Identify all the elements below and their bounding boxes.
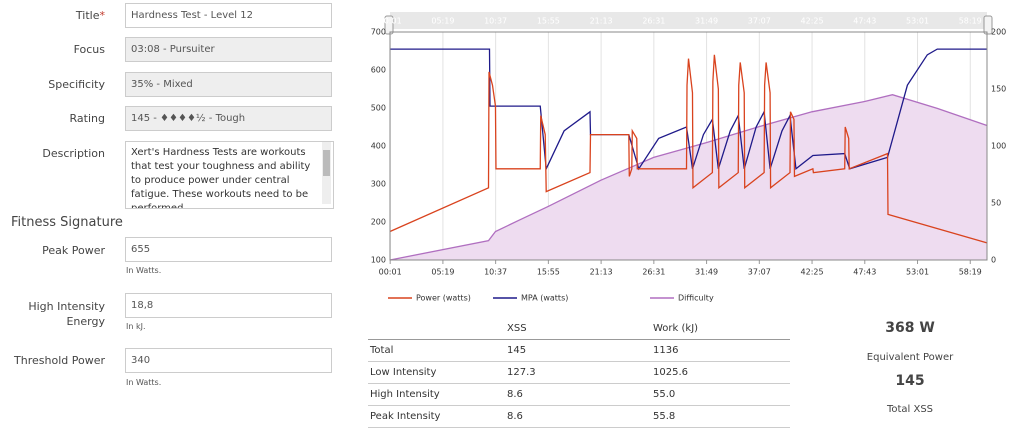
y-tick-label: 500	[371, 104, 386, 113]
line	[390, 48, 987, 172]
x-tick-label: 58:19	[959, 268, 982, 277]
navigator-label: 42:25	[801, 17, 824, 26]
label: Total XSS	[886, 404, 934, 415]
hie-input[interactable]: 18,8	[125, 293, 332, 318]
required-mark: *	[99, 9, 106, 22]
x-tick-label: 00:01	[379, 268, 402, 277]
navigator-label: 15:55	[537, 17, 560, 26]
navigator-label: 26:31	[642, 17, 665, 26]
x-tick-label: 37:07	[748, 268, 771, 277]
navigator-label: 10:37	[484, 17, 507, 26]
legend-label: Power (watts)	[416, 294, 471, 303]
cell: 8.6	[505, 383, 651, 406]
cell: Low Intensity	[368, 361, 505, 384]
cell: 8.6	[505, 405, 651, 428]
legend-label: MPA (watts)	[521, 294, 568, 303]
x-tick-label: 26:31	[642, 268, 665, 277]
navigator-label: 31:49	[695, 17, 718, 26]
y2-tick-label: 0	[991, 256, 996, 265]
navigator-handle[interactable]	[983, 15, 993, 35]
total-xss: 145	[895, 373, 925, 389]
label: Title*	[0, 9, 105, 22]
x-tick-label: 42:25	[801, 268, 824, 277]
navigator-label: 21:13	[590, 17, 613, 26]
cell: 1136	[651, 339, 790, 362]
x-tick-label: 47:43	[853, 268, 876, 277]
y-tick-label: 400	[371, 142, 386, 151]
label: Rating	[69, 112, 105, 125]
y2-tick-label: 150	[991, 85, 1006, 94]
focus-input: 03:08 - Pursuiter	[125, 37, 332, 62]
stats-table: XSS Work (kJ) Total 145 1136 Low Intensity 12…	[368, 318, 790, 428]
cell: 1025.6	[651, 361, 790, 384]
y2-tick-label: 200	[991, 28, 1006, 37]
navigator	[390, 12, 987, 29]
area	[390, 94, 987, 260]
cell: Total	[368, 339, 505, 362]
header: Work (kJ)	[651, 318, 790, 340]
navigator-label: 58:19	[959, 17, 982, 26]
x-tick-label: 10:37	[484, 268, 507, 277]
navigator-label: 37:07	[748, 17, 771, 26]
line	[389, 54, 988, 244]
peak-power-input[interactable]: 655	[125, 237, 332, 262]
navigator-label: 05:19	[431, 17, 454, 26]
section-heading: Fitness Signature	[11, 215, 123, 230]
y-tick-label: 700	[371, 28, 386, 37]
label: Specificity	[48, 78, 105, 91]
chart: 00:01 00:01 05:19 05:19 10:37 10:37 15:55 15:55…	[371, 12, 1006, 303]
hint: In Watts.	[126, 266, 162, 275]
scrollbar[interactable]	[322, 142, 331, 204]
navigator-label: 47:43	[853, 17, 876, 26]
hint: In kJ.	[126, 322, 146, 331]
plot-border	[389, 31, 988, 261]
x-tick-label: 53:01	[906, 268, 929, 277]
y-tick-label: 100	[371, 256, 386, 265]
equivalent-power: 368 W	[885, 320, 935, 336]
label: Description	[42, 147, 105, 160]
hint: In Watts.	[126, 378, 162, 387]
y-tick-label: 200	[371, 218, 386, 227]
x-tick-label: 31:49	[695, 268, 718, 277]
navigator-label: 53:01	[906, 17, 929, 26]
label: Focus	[73, 43, 105, 56]
title-input[interactable]: Hardness Test - Level 12	[125, 3, 332, 28]
cell: 127.3	[505, 361, 651, 384]
x-tick-label: 15:55	[537, 268, 560, 277]
label: Equivalent Power	[866, 352, 954, 363]
cell: Peak Intensity	[368, 405, 505, 428]
label: High Intensity Energy	[28, 300, 105, 328]
threshold-input[interactable]: 340	[125, 348, 332, 373]
label-text: Title	[75, 9, 100, 22]
cell: 55.8	[651, 405, 790, 428]
line	[389, 94, 988, 261]
y-tick-label: 600	[371, 66, 386, 75]
header: XSS	[505, 318, 651, 340]
rating-input: 145 - ♦♦♦♦½ - Tough	[125, 106, 332, 131]
y-tick-label: 300	[371, 180, 386, 189]
label: Peak Power	[42, 244, 105, 257]
specificity-input: 35% - Mixed	[125, 72, 332, 97]
x-tick-label: 21:13	[590, 268, 613, 277]
navigator-label: 00:01	[379, 17, 402, 26]
cell: 55.0	[651, 383, 790, 406]
legend-label: Difficulty	[678, 294, 714, 303]
y2-tick-label: 100	[991, 142, 1006, 151]
cell: 145	[505, 339, 651, 362]
description-input[interactable]: Xert's Hardness Tests are workouts that …	[125, 141, 334, 209]
label: Threshold Power	[14, 354, 105, 367]
cell: High Intensity	[368, 383, 505, 406]
navigator-handle[interactable]	[384, 15, 394, 35]
x-tick-label: 05:19	[431, 268, 454, 277]
y2-tick-label: 50	[991, 199, 1001, 208]
